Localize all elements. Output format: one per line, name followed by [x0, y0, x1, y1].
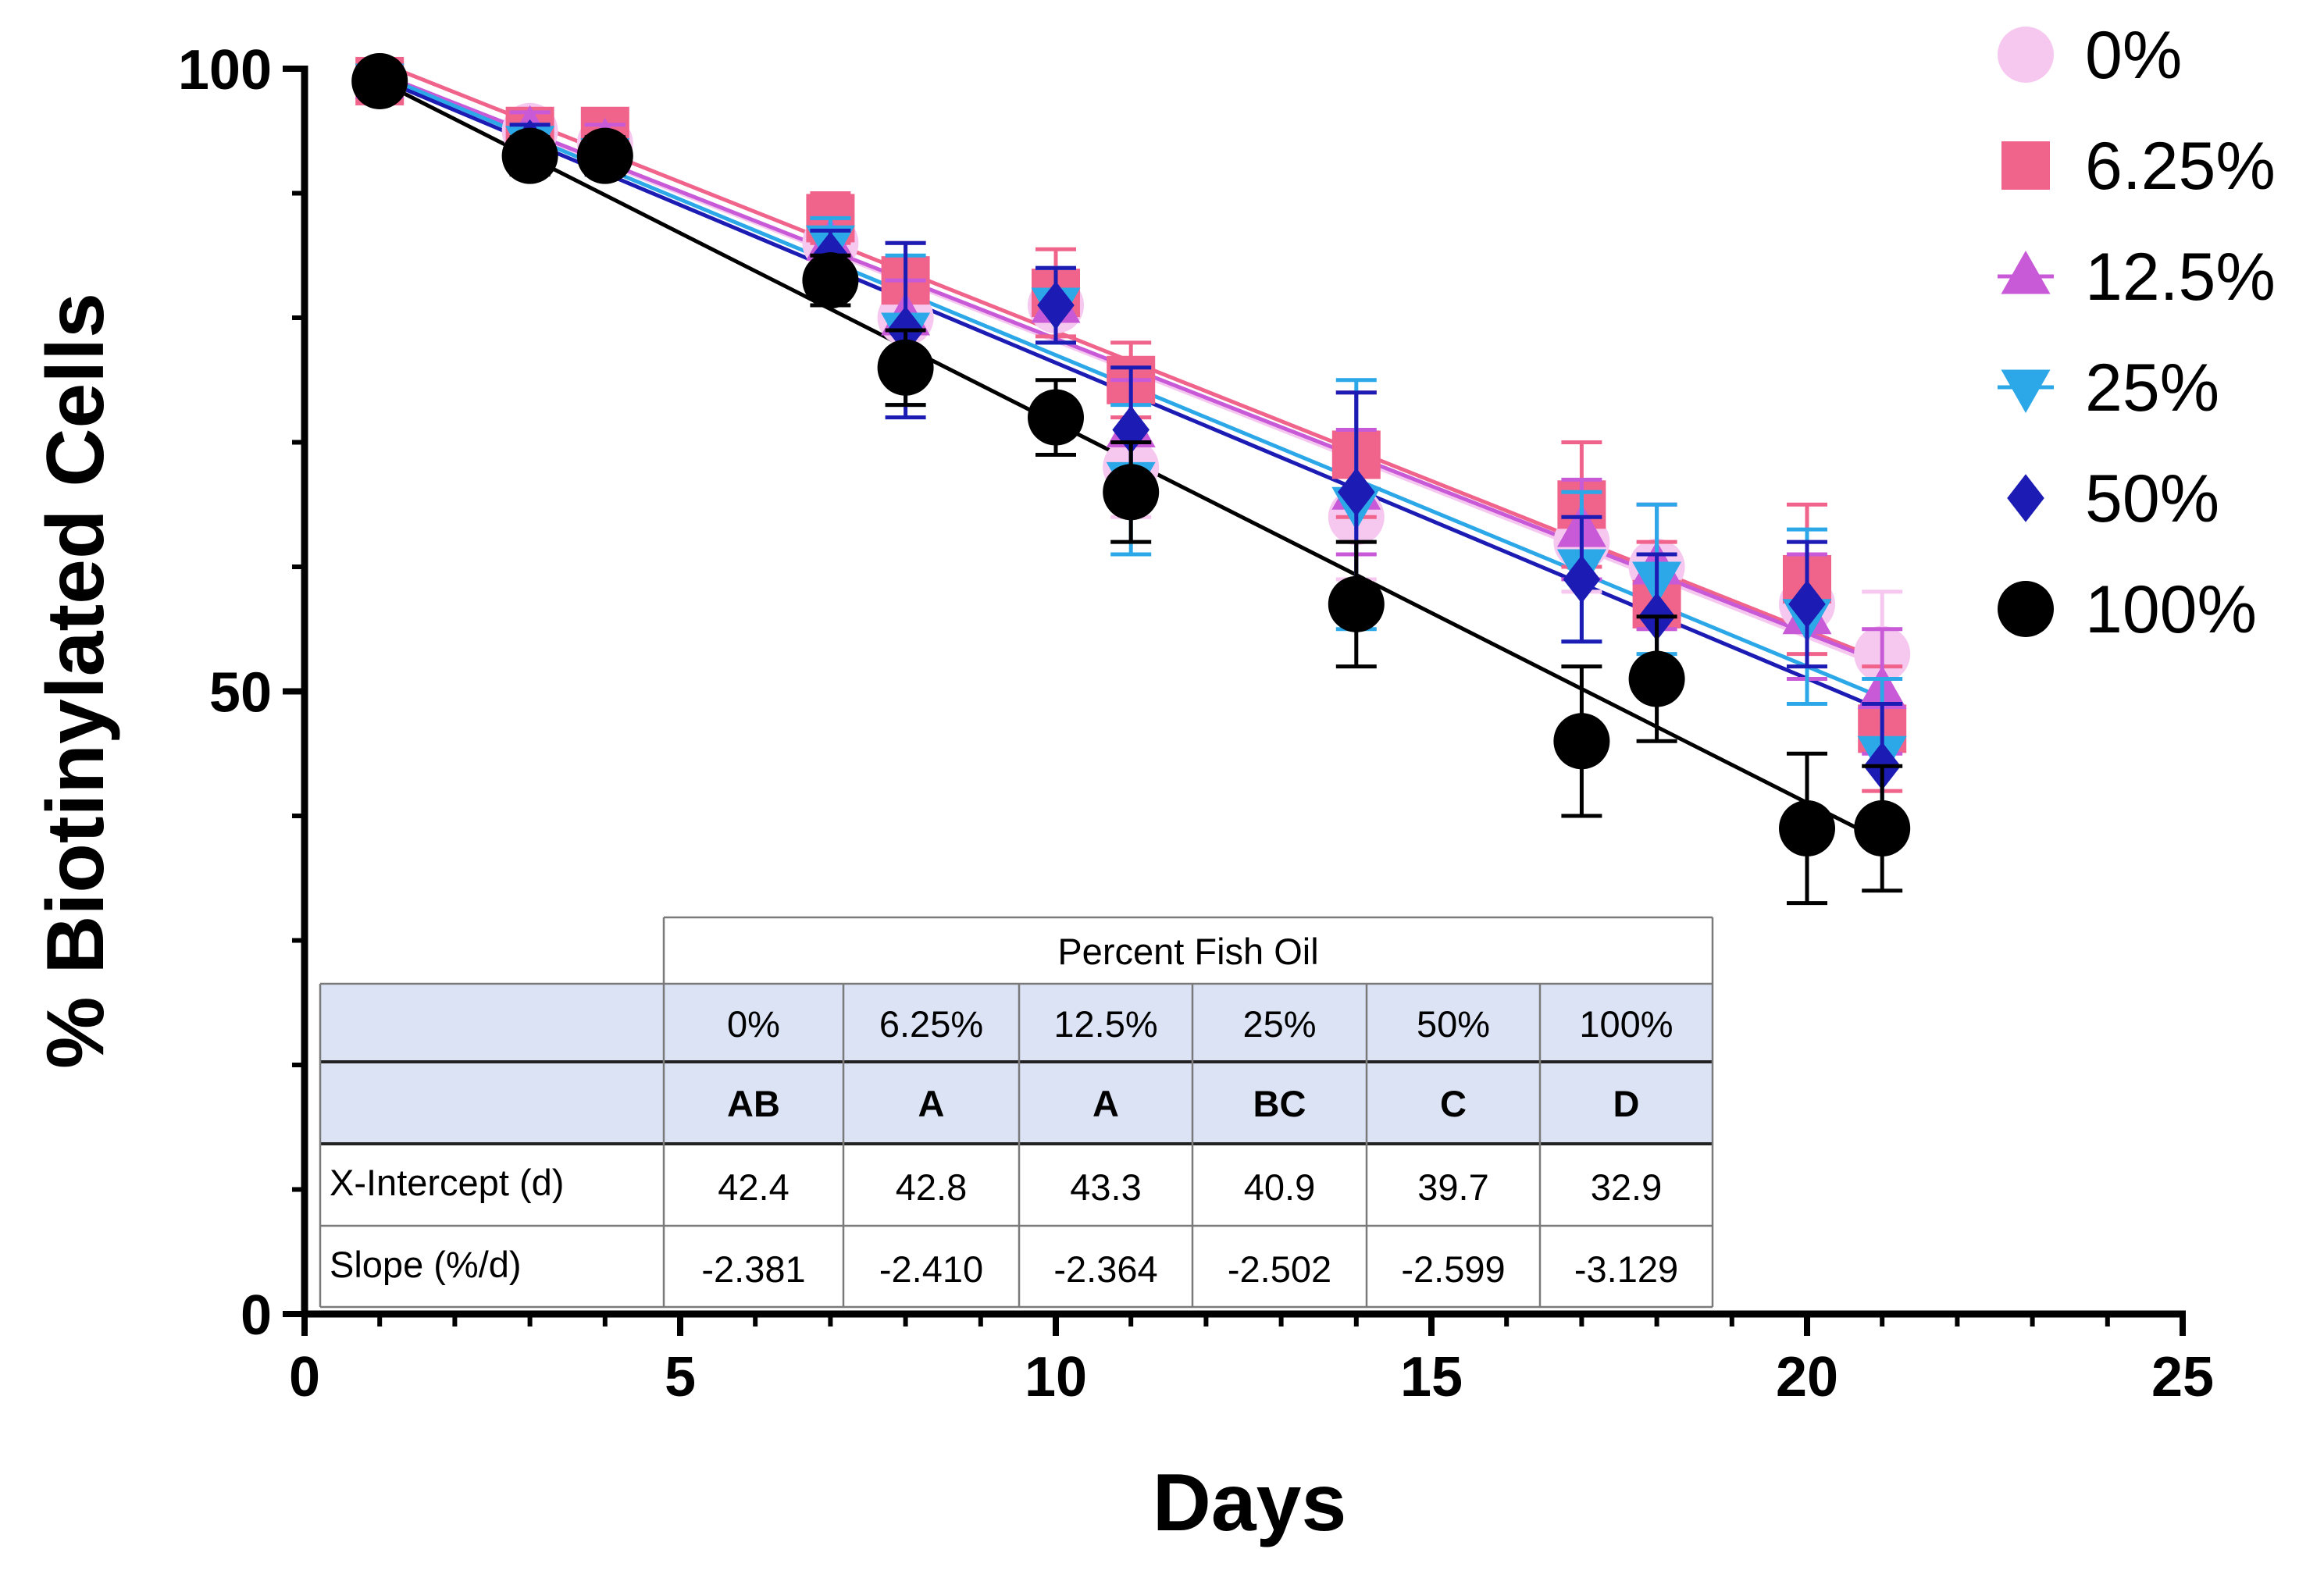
- table-column-header: 12.5%: [1053, 1003, 1157, 1045]
- data-point: [576, 127, 633, 184]
- data-point: [1628, 650, 1685, 707]
- table-cell: -2.502: [1228, 1248, 1331, 1290]
- table-group-letter: A: [918, 1083, 945, 1124]
- legend-label: 0%: [2085, 18, 2182, 93]
- y-tick-label: 0: [241, 1284, 272, 1347]
- table-cell: 39.7: [1417, 1166, 1488, 1208]
- x-tick-label: 5: [665, 1346, 696, 1408]
- x-tick-label: 25: [2151, 1346, 2214, 1408]
- data-point: [1103, 464, 1160, 521]
- table-row-label: Slope (%/d): [330, 1244, 522, 1285]
- data-point: [501, 127, 558, 184]
- table-group-title: Percent Fish Oil: [1057, 931, 1318, 972]
- table-group-letter: BC: [1253, 1083, 1306, 1124]
- table-cell: 32.9: [1591, 1166, 1662, 1208]
- legend-label: 50%: [2085, 461, 2219, 536]
- legend-label: 100%: [2085, 572, 2257, 647]
- legend-label: 25%: [2085, 351, 2219, 426]
- data-point: [1037, 281, 1075, 329]
- data-point: [1788, 580, 1826, 629]
- table-cell: -3.129: [1574, 1248, 1678, 1290]
- data-points: [351, 52, 1911, 906]
- table-column-header: 25%: [1242, 1003, 1316, 1045]
- legend-marker: [2001, 369, 2051, 413]
- legend-marker: [2001, 251, 2051, 294]
- table-row-label: X-Intercept (d): [330, 1162, 564, 1203]
- legend-marker: [2001, 141, 2050, 190]
- data-point: [1779, 799, 1835, 856]
- legend-item-0pct: 0%: [1998, 18, 2182, 93]
- x-tick-label: 0: [289, 1346, 320, 1408]
- legend-item-25pct: 25%: [1998, 351, 2219, 426]
- table-cell: 40.9: [1244, 1166, 1315, 1208]
- legend-item-100pct: 100%: [1998, 572, 2257, 647]
- legend-item-12-5pct: 12.5%: [1998, 240, 2276, 315]
- table-cell: 43.3: [1070, 1166, 1141, 1208]
- x-axis-title: Days: [1153, 1458, 1347, 1548]
- table-cell: 42.8: [896, 1166, 967, 1208]
- table-cell: -2.364: [1053, 1248, 1157, 1290]
- table-cell: -2.381: [701, 1248, 805, 1290]
- axes: 0 5 10 15 20 25 0 50 100: [178, 39, 2214, 1408]
- legend-marker: [2007, 474, 2044, 522]
- data-point: [1328, 575, 1385, 632]
- x-tick-label: 10: [1025, 1346, 1087, 1408]
- fish-oil-table: Percent Fish Oil 0% AB 6.25% A 12.5% A 25% BC 50%…: [319, 916, 1714, 1309]
- legend-label: 6.25%: [2085, 129, 2276, 204]
- data-point: [1338, 468, 1375, 517]
- legend-marker: [1998, 27, 2054, 83]
- table-group-letter: A: [1092, 1083, 1119, 1124]
- data-point: [1028, 389, 1084, 446]
- legend-marker: [1998, 581, 2054, 637]
- legend-item-6-25pct: 6.25%: [2001, 129, 2276, 204]
- legend-item-50pct: 50%: [2007, 461, 2219, 536]
- table-column-header: 0%: [727, 1003, 780, 1045]
- y-axis-title: % Biotinylated Cells: [30, 293, 121, 1069]
- data-point: [1563, 555, 1601, 604]
- table-group-letter: AB: [727, 1083, 780, 1124]
- data-point: [877, 339, 934, 396]
- table-cell: -2.599: [1401, 1248, 1505, 1290]
- table-cell: -2.410: [879, 1248, 983, 1290]
- table-column-header: 6.25%: [879, 1003, 983, 1045]
- data-point: [1553, 713, 1610, 770]
- data-point: [351, 52, 408, 109]
- table-cell: 42.4: [718, 1166, 789, 1208]
- table-group-letter: C: [1440, 1083, 1467, 1124]
- table-column-header: 100%: [1579, 1003, 1673, 1045]
- legend: 0% 6.25% 12.5% 25% 50% 100%: [1998, 18, 2276, 647]
- table-group-letter: D: [1613, 1083, 1640, 1124]
- table-title-cell: [664, 917, 1713, 984]
- series-100pct: [351, 52, 1911, 906]
- x-tick-label: 15: [1400, 1346, 1463, 1408]
- table-header-fill: [320, 984, 1713, 1144]
- legend-label: 12.5%: [2085, 240, 2276, 315]
- x-tick-label: 20: [1776, 1346, 1838, 1408]
- table-column-header: 50%: [1417, 1003, 1490, 1045]
- data-point: [1854, 799, 1911, 856]
- data-point: [802, 252, 859, 309]
- y-tick-label: 50: [209, 662, 272, 725]
- y-tick-label: 100: [178, 39, 272, 101]
